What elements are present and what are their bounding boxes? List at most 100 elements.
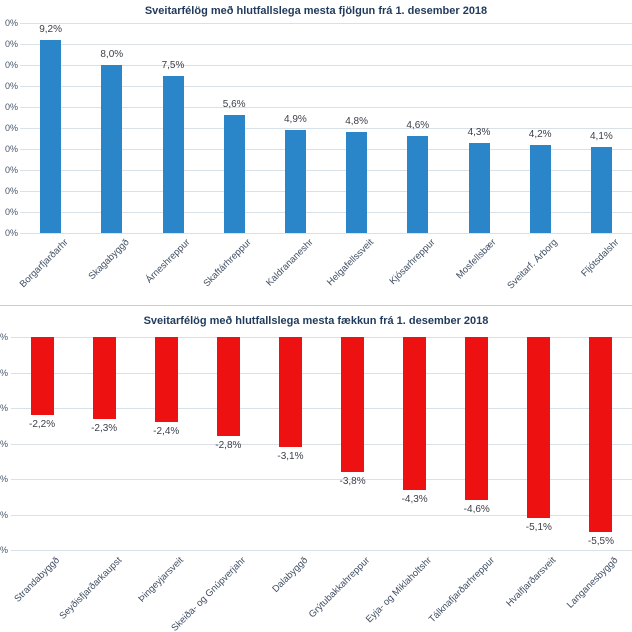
bar-Kjósarhreppur [407,136,429,233]
y-tick-label: 0% [4,228,18,238]
category-label: Kaldrananeshr [263,237,316,289]
category-label: Seyðisfjarðarkaupst [57,555,124,622]
y-tick-label: % [0,332,8,342]
fjolgun-chart: Sveitarfélög með hlutfallslega mesta fjö… [0,0,632,306]
bar-value-label: 4,9% [283,114,307,126]
bar-Mosfellsbær [468,142,490,233]
y-tick-label: 0% [4,60,18,70]
y-tick-label: 0% [4,39,18,49]
y-tick-label: % [0,438,8,449]
category-label: Skagabyggð [86,237,132,283]
bar-value-label: 4,2% [528,128,552,140]
category-label: Eyja- og Miklaholtshr [364,555,435,626]
bar-Dalabyggð [278,337,302,448]
gridline [11,372,632,374]
bar-Grýtubakkahreppur [341,337,365,472]
gridline [20,44,632,45]
bar-Árneshreppur [162,75,184,233]
category-label: Þingeyjarsveit [136,555,187,605]
y-tick-label: 0% [4,123,18,133]
bar-value-label: -2,2% [28,419,56,431]
bar-Helgafellssveit [346,132,368,233]
y-tick-label: 0% [4,81,18,91]
bar-Hvalfjarðarsveit [527,337,551,519]
category-label: Grýtubakkahreppur [307,555,373,621]
gridline [20,170,632,171]
category-label: Fljótsdalshr [579,237,622,280]
y-tick-label: % [0,403,8,413]
y-tick-label: 0% [4,18,18,28]
bar-Langanesbyggð [589,337,613,533]
bar-Kaldrananeshr [284,130,306,233]
category-label: Skaftárhreppur [201,237,254,290]
bar-value-label: -3,8% [339,475,366,487]
category-label: Árneshreppur [144,237,193,286]
bar-Þingeyjarsveit [154,337,178,423]
bar-value-label: -3,1% [277,451,304,463]
bar-value-label: -2,8% [215,440,242,452]
y-tick-label: 0% [4,186,18,196]
bar-Skagabyggð [101,65,123,233]
chart-title-fjolgun: Sveitarfélög með hlutfallslega mesta fjö… [144,5,488,17]
gridline [11,550,632,551]
gridline [20,65,632,66]
gridline [20,191,632,192]
chart-title-faekkun: Sveitarfélög með hlutfallslega mesta fæk… [143,315,489,327]
bar-value-label: 9,2% [39,23,62,35]
bar-Skeiða- og Gnúpverjahr [216,337,240,437]
gridline [20,233,632,234]
y-tick-label: % [0,509,8,520]
gridline [20,128,632,129]
bar-Borgarfjarðarhr [40,39,62,233]
category-label: Hvalfjarðarsveit [504,555,559,610]
gridline [20,23,632,24]
category-label: Sveitarf. Árborg [505,237,560,292]
category-label: Mosfellsbær [454,237,499,282]
gridline [20,149,632,150]
bar-Sveitarf. Árborg [529,144,551,233]
category-label: Helgafellssveit [325,237,377,289]
gridline [11,514,632,516]
bar-Skaftárhreppur [223,115,245,233]
y-tick-label: 0% [4,144,18,154]
bar-Eyja- og Miklaholtshr [403,337,427,490]
bar-value-label: 8,0% [100,49,124,60]
y-tick-label: % [0,474,8,484]
bar-Strandabyggð [30,337,54,416]
category-label: Langanesbyggð [565,555,621,611]
category-label: Strandabyggð [12,555,62,605]
gridline [11,337,632,338]
bar-value-label: -5,1% [525,522,552,534]
bar-value-label: -5,5% [587,536,614,548]
bar-value-label: -2,4% [153,426,180,438]
category-label: Tálknafjarðarhreppur [426,555,497,626]
y-tick-label: 0% [4,207,18,217]
y-tick-label: % [0,545,8,555]
gridline [20,107,632,108]
category-axis-faekkun: Strandabyggð Seyðisfjarðarkaupst Þingeyjar… [11,555,632,632]
bar-value-label: 5,6% [222,99,246,111]
plot-area-faekkun: -2,2% -2,3% -2,4% -2,8% -3,1% -3,8% -4,3% -4,6%… [11,337,632,551]
y-tick-label: 0% [4,102,18,112]
bar-value-label: 4,8% [345,116,368,128]
bar-value-label: -4,6% [463,504,490,516]
faekkun-chart: Sveitarfélög með hlutfallslega mesta fæk… [0,306,632,632]
plot-area-fjolgun: 9,2% 8,0% 7,5% 5,6% 4,9% 4,8% 4,6% 4,3% 4,2% 4,1% [20,23,632,234]
category-label: Borgarfjarðarhr [17,237,71,290]
bar-value-label: 4,6% [406,120,430,132]
bar-value-label: 7,5% [161,59,185,71]
bar-Tálknafjarðarhreppur [465,337,489,501]
bar-value-label: 4,3% [467,126,491,138]
gridline [11,443,632,445]
bar-value-label: -4,3% [401,493,428,505]
category-label: Kjósarhreppur [387,237,438,287]
bar-value-label: 4,1% [589,130,613,142]
gridline [11,479,632,480]
gridline [20,86,632,87]
bar-Seyðisfjarðarkaupst [92,337,116,419]
bar-Fljótsdalshr [590,146,612,233]
y-tick-label: % [0,367,8,378]
y-tick-label: 0% [4,165,18,175]
gridline [11,408,632,409]
